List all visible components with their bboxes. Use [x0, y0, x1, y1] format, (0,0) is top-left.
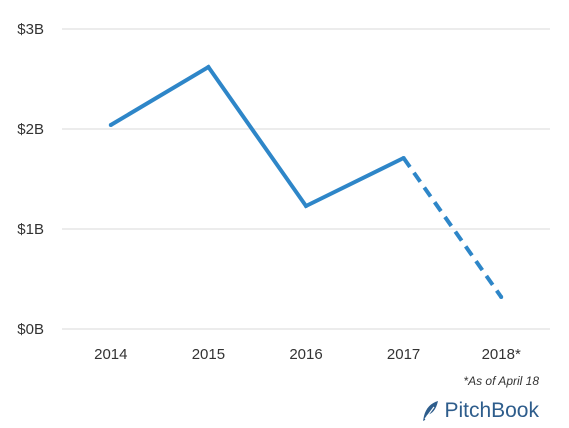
series-line-projected	[401, 156, 503, 299]
series-line-actual	[109, 64, 405, 209]
footnote: *As of April 18	[463, 374, 539, 388]
data-point	[401, 156, 406, 160]
pitchbook-logo: PitchBook	[422, 396, 539, 426]
data-point	[499, 295, 504, 299]
gridlines	[62, 28, 550, 330]
x-axis-ticks: 2014 2015 2016 2017 2018*	[94, 346, 521, 363]
y-tick-label: $1B	[17, 221, 44, 238]
x-tick-label: 2015	[192, 346, 225, 363]
data-point	[304, 204, 308, 208]
brand-name: PitchBook	[444, 399, 539, 422]
data-point	[108, 123, 113, 127]
line-chart: $0B $1B $2B $3B 2014 2015 2016 2017 2018*	[17, 21, 550, 363]
series-line	[108, 64, 504, 299]
y-tick-label: $3B	[17, 21, 44, 38]
y-tick-label: $0B	[17, 321, 44, 338]
x-tick-label: 2018*	[482, 346, 521, 363]
x-tick-label: 2016	[289, 346, 322, 363]
y-tick-label: $2B	[17, 121, 44, 138]
data-point	[206, 65, 211, 69]
y-axis-ticks: $0B $1B $2B $3B	[17, 21, 44, 338]
x-tick-label: 2017	[387, 346, 420, 363]
feather-icon	[423, 401, 439, 421]
x-tick-label: 2014	[94, 346, 127, 363]
